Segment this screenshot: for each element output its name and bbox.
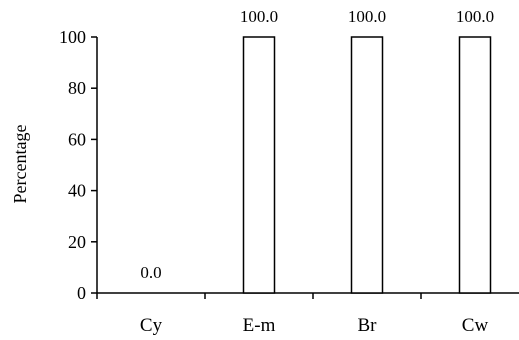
x-tick-label: Cw <box>462 315 489 336</box>
x-tick-label: Cy <box>140 315 163 336</box>
y-tick-label: 80 <box>68 78 86 98</box>
bar <box>458 36 492 294</box>
data-label: 0.0 <box>140 263 161 282</box>
data-label: 100.0 <box>456 7 494 26</box>
bar <box>350 36 384 294</box>
y-axis: 0 20 40 60 80 100 <box>59 27 98 303</box>
y-tick-label: 60 <box>68 129 86 149</box>
y-tick-label: 20 <box>68 232 86 252</box>
bars <box>242 36 492 294</box>
y-axis-label: Percentage <box>10 125 30 204</box>
x-tick-label: Br <box>358 315 378 336</box>
y-tick-label: 0 <box>77 283 86 303</box>
data-label: 100.0 <box>240 7 278 26</box>
data-label: 100.0 <box>348 7 386 26</box>
bar <box>242 36 276 294</box>
x-axis: Cy E-m Br Cw <box>96 292 519 336</box>
y-tick-label: 100 <box>59 27 86 47</box>
data-labels: 0.0 100.0 100.0 100.0 <box>140 7 494 282</box>
y-tick-label: 40 <box>68 181 86 201</box>
x-tick-label: E-m <box>243 315 276 336</box>
